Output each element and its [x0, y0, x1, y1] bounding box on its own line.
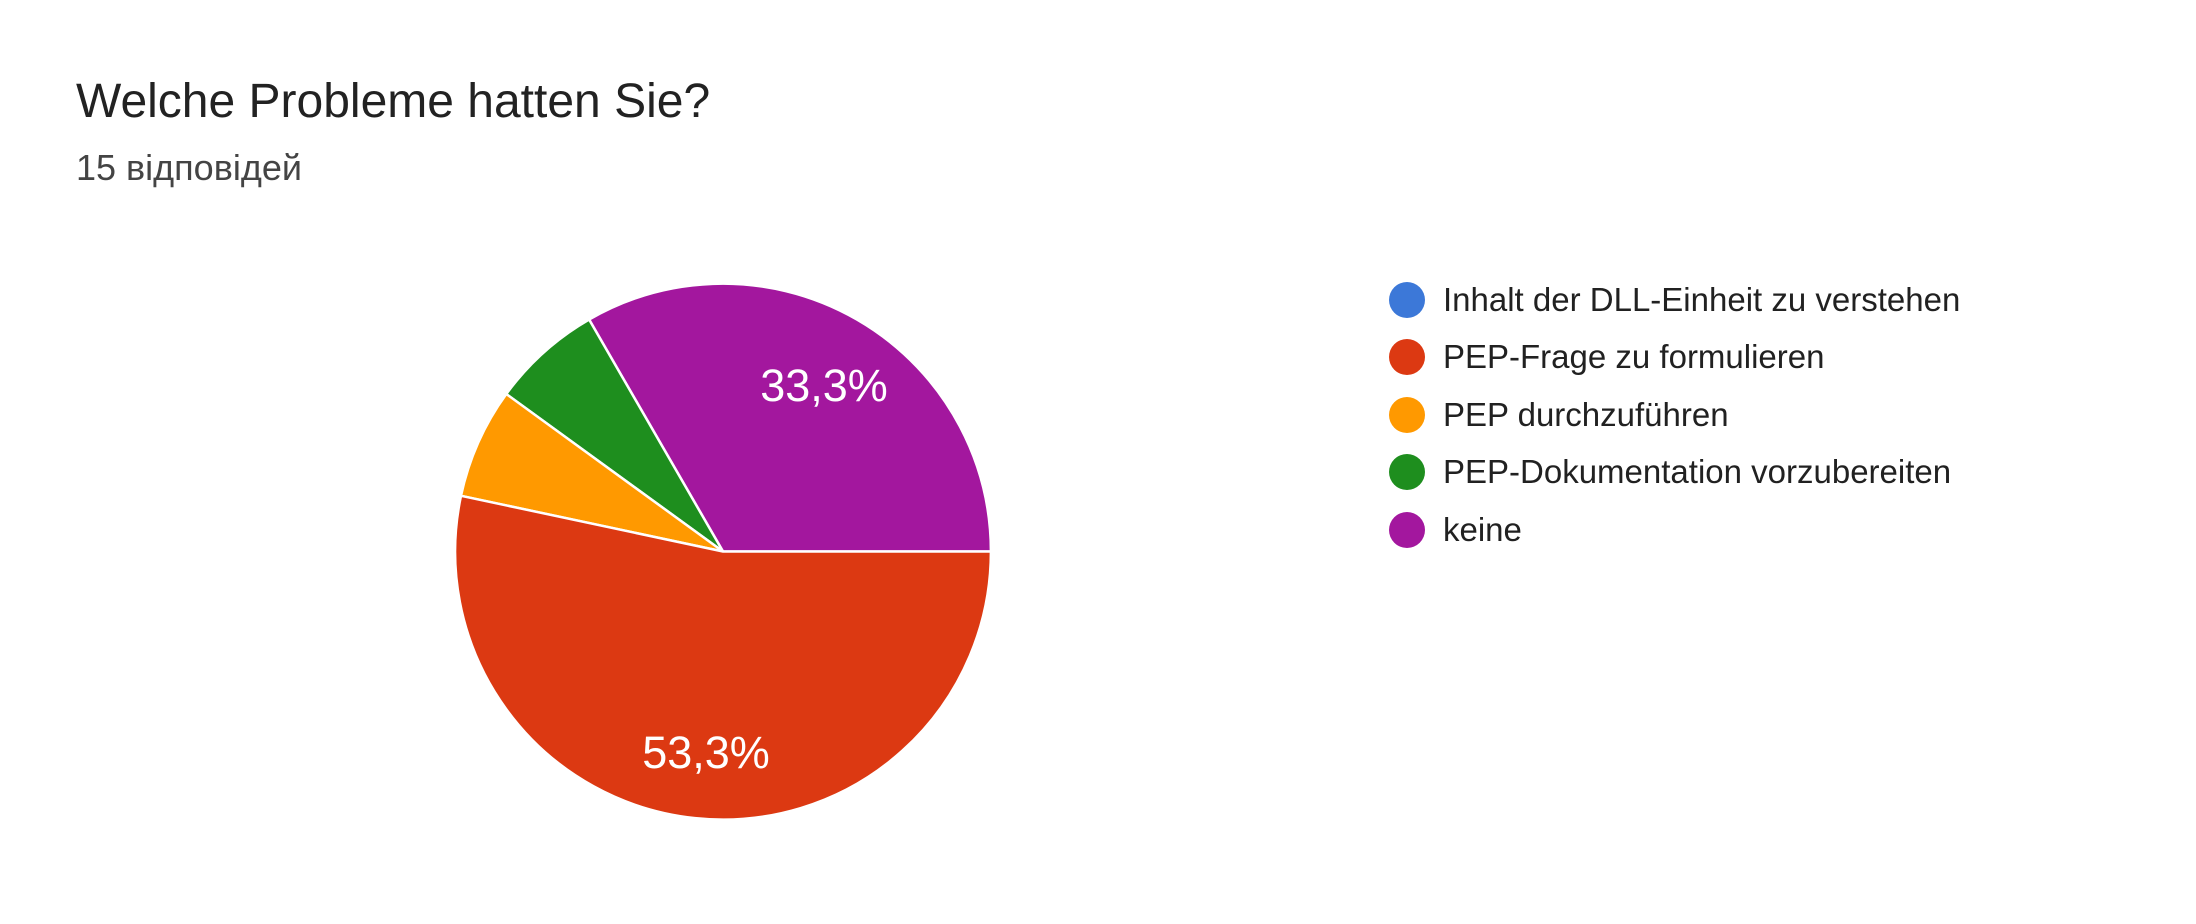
svg-text:33,3%: 33,3%: [760, 360, 888, 411]
svg-text:53,3%: 53,3%: [642, 727, 770, 778]
